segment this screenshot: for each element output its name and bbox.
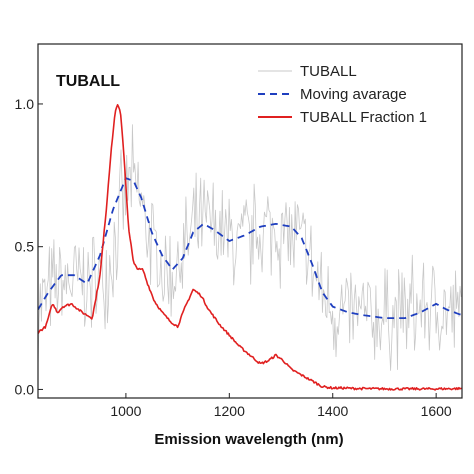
y-tick-label-0: 0.0: [15, 381, 35, 397]
series-line-2: [38, 104, 462, 391]
x-axis-title: Emission wavelength (nm): [154, 431, 343, 448]
x-tick-label-3: 1600: [421, 403, 452, 419]
x-tick-label-0: 1000: [110, 403, 141, 419]
series-line-0: [38, 124, 462, 371]
series-line-1: [38, 177, 462, 319]
x-tick-label-1: 1200: [214, 403, 245, 419]
plot-frame: [37, 43, 463, 399]
x-tick-label-2: 1400: [317, 403, 348, 419]
legend-label-2: TUBALL Fraction 1: [300, 109, 427, 126]
y-tick-label-1: 0.5: [15, 239, 35, 255]
y-tick-label-2: 1.0: [15, 96, 35, 112]
ticks-layer: 1000 1200 1400 1600 0.0 0.5 1.0: [15, 96, 452, 419]
legend-label-1: Moving avarage: [300, 86, 407, 103]
legend-label-0: TUBALL: [300, 63, 357, 80]
series-layer: [38, 104, 462, 391]
panel-title: TUBALL: [56, 73, 120, 90]
legend: TUBALL Moving avarage TUBALL Fraction 1: [258, 63, 427, 126]
